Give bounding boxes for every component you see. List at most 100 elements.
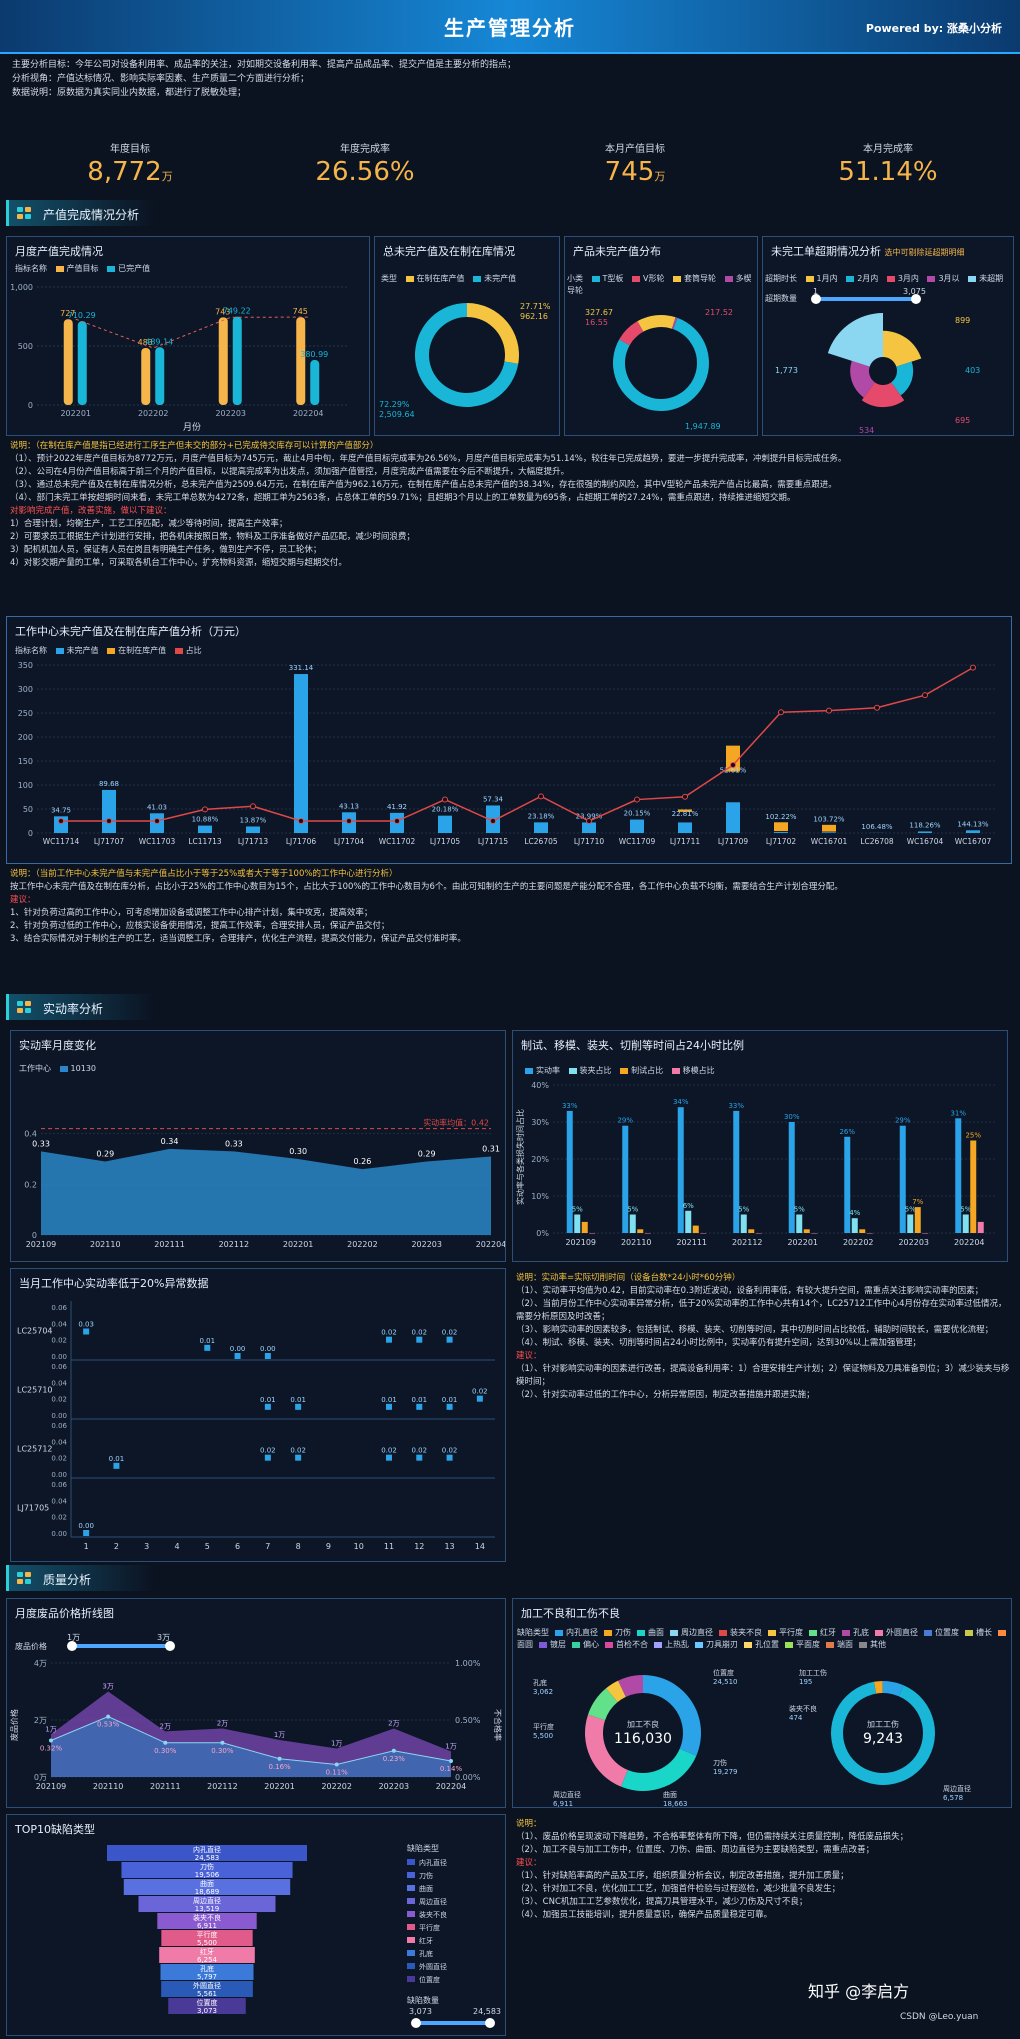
legend-item: 红牙: [419, 1936, 433, 1945]
data-point: [446, 1454, 453, 1461]
funnel-value: 3,073: [197, 2007, 217, 2015]
note-line: 建议：: [10, 895, 36, 905]
bar: [851, 1218, 858, 1233]
bar: [866, 1233, 873, 1234]
utilization-area-chart: 0 0.2 0.4 实动率均值：0.42 0.33 202109 0.29 202110 0.3…: [24, 1118, 505, 1249]
x-tick-label: 202204: [954, 1238, 985, 1247]
reference-label: 实动率均值：0.42: [423, 1118, 489, 1128]
bar-label: 743: [215, 307, 230, 316]
bar-stack: [774, 822, 788, 832]
y-tick-label: 0.06: [51, 1304, 67, 1312]
funnel-value: 19,506: [195, 1871, 220, 1879]
point-label: 0.02: [472, 1388, 488, 1396]
slider-handle-max[interactable]: [911, 294, 921, 304]
point-label: 0.32%: [40, 1745, 63, 1753]
legend-item: 3月以: [938, 274, 960, 283]
chart-legend: 指标名称 产值目标 已完产值: [15, 263, 150, 274]
section-header-output: 产值完成情况分析: [6, 200, 156, 226]
slice-name: 刀伤: [713, 1758, 727, 1767]
donut-slice: [882, 1681, 904, 1697]
reject-slider-track[interactable]: [71, 1644, 169, 1648]
overdue-slider-track[interactable]: [815, 297, 917, 301]
funnel-bar: [138, 1896, 276, 1912]
bar: [644, 1233, 651, 1234]
rate-point: [163, 1740, 168, 1745]
legend-item: 1月内: [816, 274, 838, 283]
y-tick-label: 300: [18, 685, 33, 694]
point-label: 3万: [102, 1683, 113, 1691]
ratio-point: [250, 803, 256, 810]
y-tick-label: 0.06: [51, 1363, 67, 1371]
x-tick-label: 7: [265, 1542, 270, 1551]
legend-item: 位置度: [419, 1975, 440, 1984]
legend-item: 装夹占比: [579, 1066, 612, 1075]
data-point: [83, 1530, 90, 1536]
x-tick-label: 202201: [264, 1782, 295, 1791]
x-tick-label: 202109: [565, 1238, 596, 1247]
rose-slice: [850, 360, 875, 398]
legend-swatch: [826, 1641, 834, 1648]
slice-label: 695: [955, 416, 970, 425]
slider-handle-max[interactable]: [485, 2018, 495, 2028]
bar-stack: [678, 809, 692, 812]
data-point: [295, 1403, 302, 1410]
rate-line: [50, 1716, 452, 1765]
y-tick-label: 200: [18, 733, 33, 742]
slice-label: 534: [859, 426, 874, 435]
legend-item: 曲面: [419, 1884, 433, 1893]
note-line: （1）、针对影响实动率的因素进行改善，提高设备利用率：1）合理安排生产计划；2）…: [516, 1364, 1010, 1387]
x-tick-label: LJ71704: [334, 837, 364, 846]
legend-item: 多楔导轮: [567, 274, 752, 295]
x-tick-label: 202110: [93, 1782, 124, 1791]
bar: [581, 1221, 588, 1233]
watermark-sub: CSDN @Leo.yuan: [900, 2012, 979, 2022]
legend-head: 缺陷类型: [517, 1628, 549, 1637]
top10-slider-track[interactable]: [415, 2021, 489, 2025]
slice-label: 195: [799, 1678, 812, 1686]
bar-label: 710.29: [68, 311, 96, 320]
note-line: （4）、部门未完工单按超期时间来看，未完工单总数为4272条，超期工单为2563…: [10, 493, 796, 503]
x-tick-label: WC16707: [955, 837, 992, 846]
legend-item: 套筒导轮: [684, 274, 717, 283]
slider-max-label: 24,583: [473, 2007, 501, 2016]
bar-label: 6%: [683, 1202, 694, 1210]
funnel-value: 5,561: [197, 1990, 217, 1998]
funnel-value: 13,519: [195, 1905, 220, 1913]
point-label: 0.00: [260, 1345, 276, 1353]
bar: [844, 1136, 851, 1233]
x-tick-label: 12: [414, 1542, 424, 1551]
bar: [77, 321, 87, 405]
kpi-month-rate: 本月完成率 51.14%: [798, 140, 978, 187]
bar-label: 13.87%: [240, 816, 267, 824]
bar-label: 483: [138, 338, 153, 347]
y-tick-label-right: 0.00%: [455, 1773, 481, 1782]
slider-handle-min[interactable]: [67, 1641, 77, 1651]
note-line: （3）、CNC机加工工艺参数优化，提高刀具管理水平，减少刀伤及尺寸不良；: [516, 1897, 808, 1907]
legend-item: 制试占比: [631, 1066, 664, 1075]
slider-handle-max[interactable]: [165, 1641, 175, 1651]
top-banner: 生产管理分析 Powered by: 涨桑小分析: [0, 0, 1020, 54]
x-tick-label: 202112: [732, 1238, 763, 1247]
bar-label: 20.15%: [624, 810, 651, 818]
slider-handle-min[interactable]: [411, 2018, 421, 2028]
bar: [700, 1233, 707, 1234]
bar-label: 5%: [905, 1206, 916, 1214]
point-label: 0.26: [354, 1157, 372, 1166]
bar: [914, 1207, 921, 1233]
donut-slice: [620, 1748, 697, 1791]
bar-label: 4%: [849, 1209, 860, 1217]
bar: [788, 1122, 795, 1233]
bar-label: 106.48%: [861, 823, 892, 831]
slider-min-label: 1: [813, 287, 819, 296]
x-tick-label: WC11714: [43, 837, 80, 846]
point-label: 0.29: [96, 1150, 114, 1159]
point-label: 0.16%: [268, 1763, 291, 1771]
slider-handle-min[interactable]: [811, 294, 821, 304]
note-utilization: 说明：实动率=实际切削时间（设备台数*24小时*60分钟） （1）、实动率平均值为…: [516, 1272, 1010, 1402]
x-tick-label: 202112: [207, 1782, 238, 1791]
legend-item: 平行度: [779, 1628, 803, 1637]
y-tick-label: 0.02: [51, 1455, 67, 1463]
slice-label: 217.52: [705, 308, 733, 317]
bar: [811, 1233, 818, 1234]
bar: [962, 1214, 969, 1233]
